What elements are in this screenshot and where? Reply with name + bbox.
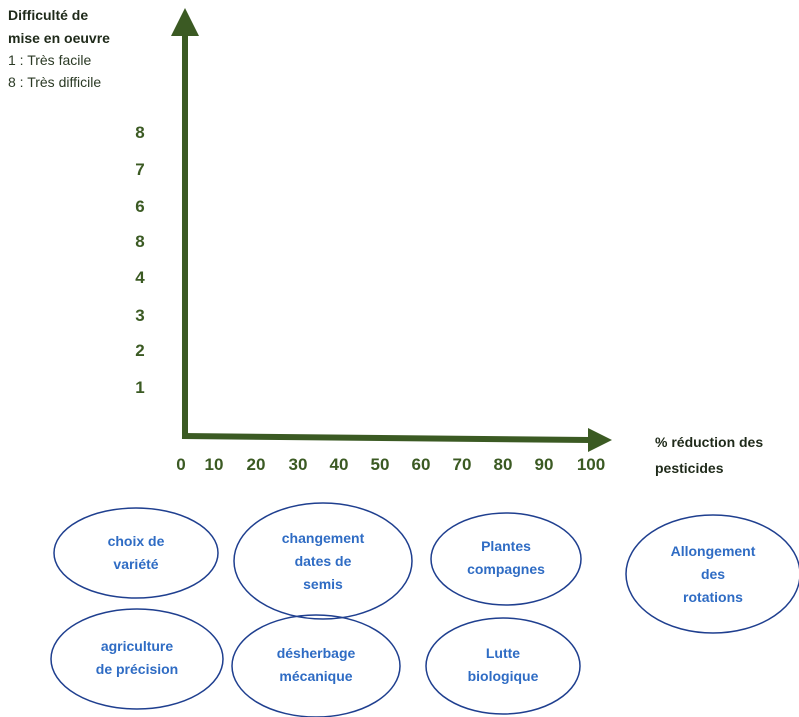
x-tick-label: 90	[534, 455, 554, 474]
x-tick-label: 0	[176, 455, 186, 474]
x-tick-label: 10	[204, 455, 224, 474]
y-axis-legend-line2: 8 : Très difficile	[8, 74, 102, 90]
y-tick-label: 3	[135, 306, 145, 325]
x-tick-label: 70	[452, 455, 472, 474]
practice-bubble-lutte-biologique[interactable]	[425, 617, 581, 715]
y-tick-label: 6	[135, 197, 145, 216]
practice-bubble-choix-de-variete[interactable]	[53, 507, 219, 599]
practice-bubble-desherbage-mecanique[interactable]	[231, 614, 401, 717]
practice-label: agriculture de précision	[95, 638, 179, 677]
x-tick-label: 100	[576, 455, 606, 474]
y-tick-label: 7	[135, 160, 145, 179]
x-tick-label: 20	[246, 455, 266, 474]
y-tick-label: 8	[135, 232, 145, 251]
practice-bubble-changement-dates[interactable]	[233, 502, 413, 620]
practice-label: Allongement des rotations	[670, 542, 756, 605]
x-tick-label: 50	[370, 455, 390, 474]
practice-label: changement dates de semis	[281, 529, 365, 592]
y-tick-label: 4	[135, 268, 145, 287]
practice-bubble-agriculture-precision[interactable]	[50, 608, 224, 710]
practice-bubble-allongement-rotations[interactable]	[625, 514, 799, 634]
y-axis-title-line2: mise en oeuvre	[8, 30, 110, 46]
x-axis-title-line1: % réduction des	[655, 434, 764, 450]
y-axis-title-line1: Difficulté de	[8, 7, 89, 23]
y-axis-legend-line1: 1 : Très facile	[8, 52, 92, 68]
y-tick-label: 8	[135, 123, 145, 142]
x-tick-label: 60	[411, 455, 431, 474]
x-tick-label: 30	[288, 455, 308, 474]
x-axis-title-line2: pesticides	[655, 460, 724, 476]
practice-label: Plantes compagnes	[467, 538, 545, 577]
x-axis-arrowhead	[588, 428, 612, 452]
practice-label: Lutte biologique	[467, 645, 539, 684]
y-tick-label: 2	[135, 341, 145, 360]
x-tick-label: 80	[493, 455, 513, 474]
y-axis-arrowhead	[171, 8, 199, 36]
x-tick-label: 40	[329, 455, 349, 474]
practice-label: choix de variété	[107, 533, 165, 572]
practice-bubble-plantes-compagnes[interactable]	[430, 512, 582, 606]
practice-label: désherbage mécanique	[276, 645, 356, 684]
x-axis-line	[181, 433, 591, 443]
y-tick-label: 1	[135, 378, 145, 397]
